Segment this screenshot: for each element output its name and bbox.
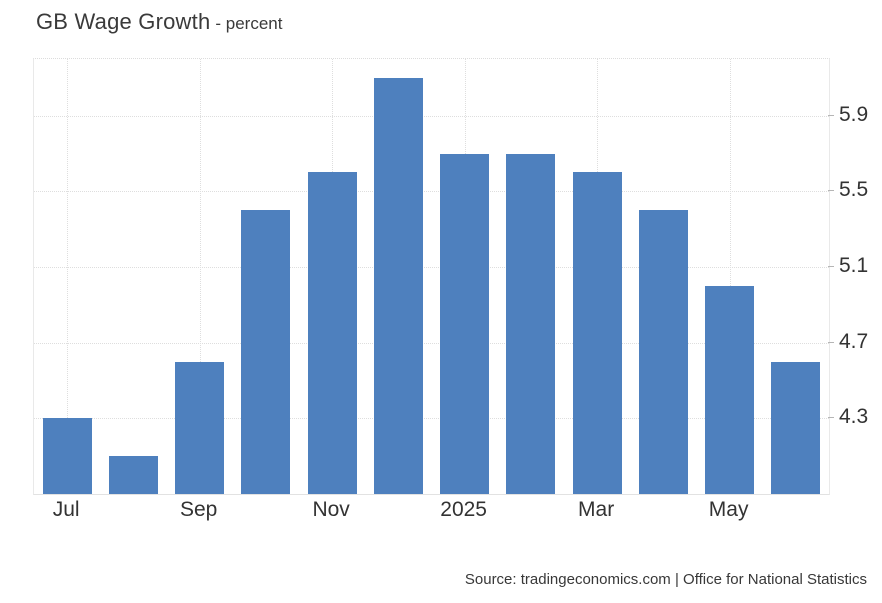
x-axis-label: Nov [312,498,350,521]
gridline-horizontal [34,343,829,344]
x-axis-label: May [708,498,749,521]
x-axis-label: Mar [578,498,615,521]
bar-feb[interactable] [506,154,555,494]
gridline-vertical [730,59,731,494]
x-axis-label: Sep [179,498,218,521]
bar-nov[interactable] [308,172,357,494]
bar-mar[interactable] [573,172,622,494]
bar-apr[interactable] [639,210,688,494]
gridline-vertical [67,59,68,494]
gridline-horizontal [34,191,829,192]
source-attribution: Source: tradingeconomics.com | Office fo… [464,571,867,588]
y-axis-label: 4.7 [839,330,869,353]
y-axis-tick [828,115,834,116]
y-axis-tick [828,342,834,343]
gridline-horizontal [34,418,829,419]
y-axis-label: 4.3 [839,405,869,428]
bar-may[interactable] [705,286,754,494]
bar-oct[interactable] [241,210,290,494]
y-axis-label: 5.1 [839,254,869,277]
gridline-horizontal [34,267,829,268]
gridline-vertical [200,59,201,494]
bar-dec[interactable] [374,78,423,494]
bar-aug[interactable] [109,456,158,494]
chart-title: GB Wage Growth [36,9,211,34]
x-axis-label: 2025 [440,498,487,521]
y-axis-label: 5.9 [839,103,869,126]
chart-subtitle: - percent [215,14,283,33]
x-axis-label: Jul [52,498,80,521]
bar-sep[interactable] [175,362,224,494]
bar-jan[interactable] [440,154,489,494]
gridline-horizontal [34,116,829,117]
plot-area [33,58,830,495]
y-axis-tick [828,417,834,418]
y-axis-tick [828,266,834,267]
chart-header: GB Wage Growth - percent [36,9,282,35]
y-axis-label: 5.5 [839,178,869,201]
bar-jun[interactable] [771,362,820,494]
y-axis-tick [828,190,834,191]
bar-jul[interactable] [43,418,92,494]
